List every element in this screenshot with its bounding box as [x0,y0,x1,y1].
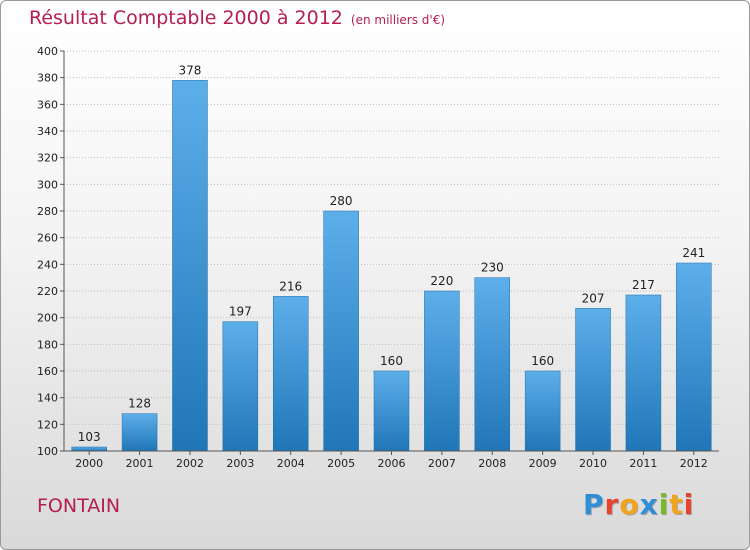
logo-letter: P [583,488,605,521]
y-tick-label: 340 [37,125,58,138]
chart-subtitle: (en milliers d'€) [350,13,446,27]
logo-letter: x [639,488,659,521]
x-tick-label: 2008 [478,457,506,470]
y-tick-label: 160 [37,365,58,378]
y-tick-label: 400 [37,45,58,58]
bar-2008 [474,277,511,452]
chart-title: Résultat Comptable 2000 à 2012 (en millie… [29,7,445,29]
bar-2002 [172,80,208,452]
axes: 100 120 140 160 180 200 220 240 260 280 300 320 340 3… [37,45,719,470]
data-label: 220 [430,274,453,288]
bar-2010 [575,308,611,452]
x-tick-label: 2001 [126,457,154,470]
bars: 103 128 378 197 216 280 160 220 230 160 207 217 241 [71,63,712,452]
y-tick-label: 260 [37,232,58,245]
y-tick-label: 120 [37,418,58,431]
bar-2012 [676,262,712,452]
title-text: Résultat Comptable 2000 à 2012 [29,7,343,29]
x-tick-label: 2006 [378,457,406,470]
data-label: 280 [330,194,353,208]
bar-2000 [71,446,107,452]
y-tick-label: 380 [37,72,58,85]
logo-letter: o [619,488,640,521]
data-label: 128 [128,397,151,411]
bar-2005 [323,210,359,452]
y-tick-label: 280 [37,205,58,218]
y-tick-label: 240 [37,258,58,271]
x-tick-label: 2012 [680,457,708,470]
data-label: 378 [179,63,202,77]
x-tick-label: 2005 [327,457,355,470]
data-label: 230 [481,261,504,275]
x-tick-label: 2002 [176,457,204,470]
data-label: 197 [229,305,252,319]
data-label: 103 [78,430,101,444]
x-tick-label: 2000 [75,457,103,470]
bar-2001 [121,413,158,452]
y-tick-label: 360 [37,98,58,111]
x-tick-label: 2010 [579,457,607,470]
x-tick-label: 2007 [428,457,456,470]
proxiti-logo: Proxiti [583,488,694,521]
y-tick-label: 180 [37,338,58,351]
bar-2006 [373,370,410,452]
bar-2004 [272,296,309,452]
logo-letter: t [669,488,684,521]
x-tick-label: 2004 [277,457,305,470]
logo-letter: i [658,488,670,521]
bar-2009 [524,370,561,452]
x-tick-label: 2011 [629,457,657,470]
data-label: 207 [582,291,605,305]
data-label: 160 [380,354,403,368]
y-tick-label: 100 [37,445,58,458]
bar-2007 [424,290,460,452]
y-tick-label: 320 [37,152,58,165]
logo-letter: r [604,488,620,521]
y-tick-label: 220 [37,285,58,298]
x-tick-label: 2003 [226,457,254,470]
bar-2011 [625,294,662,452]
commune-name: FONTAIN [37,495,121,517]
logo-letter: i [683,488,695,521]
data-label: 216 [279,279,302,293]
y-tick-label: 140 [37,392,58,405]
y-tick-label: 300 [37,178,58,191]
bar-2003 [222,321,259,452]
x-tick-label: 2009 [529,457,557,470]
data-label: 241 [682,246,705,260]
data-label: 160 [531,354,554,368]
y-tick-label: 200 [37,312,58,325]
data-label: 217 [632,278,655,292]
